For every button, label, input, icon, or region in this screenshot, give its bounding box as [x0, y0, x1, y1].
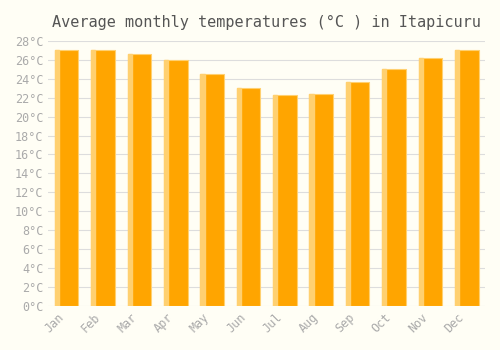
Bar [164, 60, 188, 306]
Bar [200, 74, 224, 306]
Bar [455, 50, 478, 306]
Bar [310, 94, 333, 306]
Bar [455, 50, 459, 306]
Bar [273, 95, 296, 306]
Bar [382, 69, 386, 306]
Title: Average monthly temperatures (°C ) in Itapicuru: Average monthly temperatures (°C ) in It… [52, 15, 481, 30]
Bar [200, 74, 204, 306]
Bar [382, 69, 406, 306]
Bar [91, 50, 96, 306]
Bar [54, 50, 59, 306]
Bar [128, 54, 151, 306]
Bar [310, 94, 314, 306]
Bar [273, 95, 278, 306]
Bar [164, 60, 168, 306]
Bar [418, 58, 423, 306]
Bar [128, 54, 132, 306]
Bar [236, 88, 260, 306]
Bar [91, 50, 115, 306]
Bar [346, 82, 370, 306]
Bar [346, 82, 350, 306]
Bar [236, 88, 241, 306]
Bar [54, 50, 78, 306]
Bar [418, 58, 442, 306]
